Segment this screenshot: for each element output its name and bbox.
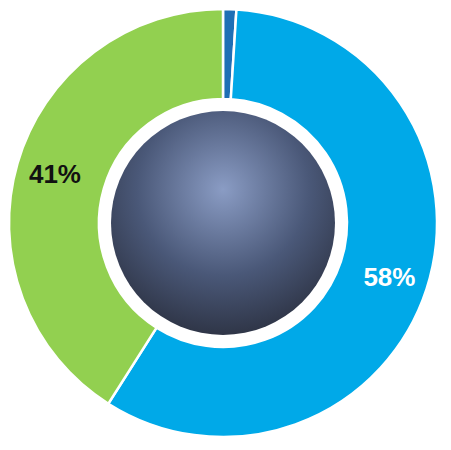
chart: 58% 41% <box>0 0 451 450</box>
data-label: 58% <box>363 262 415 292</box>
center-photo <box>111 111 335 335</box>
plot: 58% 41% <box>9 9 437 437</box>
data-label: 41% <box>29 159 81 189</box>
data-labels: 58% 41% <box>29 159 416 292</box>
slices <box>9 9 437 437</box>
